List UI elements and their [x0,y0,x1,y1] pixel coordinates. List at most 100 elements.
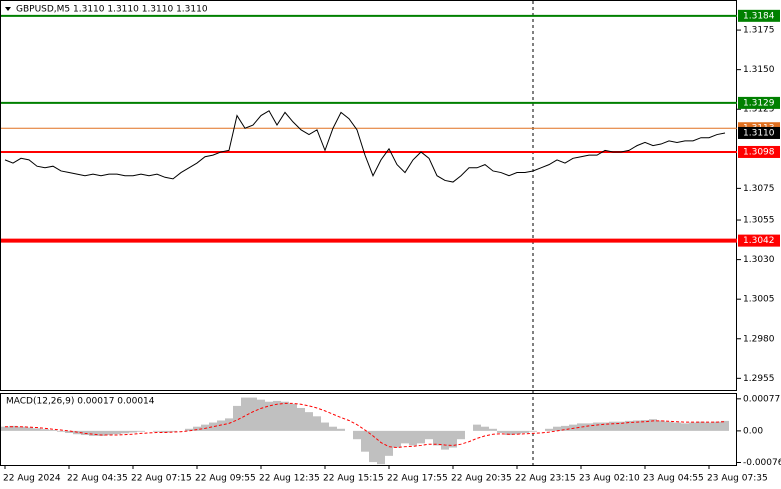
x-tick-label: 22 Aug 17:55 [387,474,448,484]
histogram-bar [721,420,729,431]
x-tick-label: 22 Aug 15:15 [323,474,384,484]
level-label: 1.3098 [743,147,775,157]
histogram-bar [577,423,585,431]
x-tick-label: 23 Aug 04:55 [643,474,704,484]
histogram-bar [113,430,121,435]
histogram-bar [9,425,17,431]
histogram-bar [545,428,553,431]
x-tick-label: 22 Aug 09:55 [195,474,256,484]
macd-title: MACD(12,26,9) 0.00017 0.00014 [6,397,155,407]
histogram-bar [105,430,113,436]
histogram-bar [33,428,41,431]
histogram-bar [249,397,257,431]
histogram-bar [505,430,513,436]
chart-title: GBPUSD,M5 1.3110 1.3110 1.3110 1.3110 [16,5,208,15]
y-tick-label: 1.2980 [743,334,775,344]
x-tick-label: 22 Aug 07:15 [131,474,192,484]
histogram-bar [281,401,289,431]
current-price-label: 1.3110 [743,128,775,138]
y-tick-label: 1.3055 [743,216,775,226]
histogram-bar [289,403,297,431]
histogram-bar [513,430,521,435]
histogram-bar [713,421,721,431]
x-tick-label: 23 Aug 07:35 [707,474,768,484]
x-tick-label: 23 Aug 02:10 [579,474,640,484]
histogram-bar [161,430,169,433]
histogram-bar [473,424,481,431]
histogram-bar [681,423,689,431]
histogram-bar [417,430,425,444]
signal-line [5,402,726,449]
histogram-bar [361,430,369,452]
histogram-bar [305,412,313,431]
histogram-bar [617,421,625,431]
histogram-bar [225,418,233,431]
histogram-bar [17,426,25,431]
y-tick-label: 0.00077 [743,394,780,404]
histogram-bar [401,430,409,444]
histogram-bar [569,424,577,431]
y-tick-label: 1.2955 [743,374,775,384]
histogram-bar [425,430,433,440]
histogram-bar [441,430,449,450]
histogram-bar [193,426,201,431]
histogram-bar [409,430,417,446]
y-tick-label: -0.00076 [743,458,781,468]
histogram-bar [41,429,49,431]
histogram-bar [561,425,569,431]
histogram-bar [481,426,489,431]
histogram-bar [657,420,665,431]
histogram-bar [25,427,33,431]
price-line [4,110,726,183]
histogram-bar [377,430,385,465]
histogram-bar [233,405,241,431]
y-tick-label: 1.3005 [743,295,775,305]
y-tick-label: 1.3150 [743,65,775,75]
histogram-bar [241,397,249,431]
histogram-bar [625,420,633,431]
histogram-bar [385,430,393,456]
histogram-bar [697,421,705,431]
histogram-bar [57,430,65,432]
level-label: 1.3129 [743,98,775,108]
symbol-marker [5,7,11,11]
x-tick-label: 22 Aug 2024 [3,474,61,484]
histogram-bar [273,400,281,431]
histogram-bar [601,422,609,431]
histogram-bar [449,430,457,448]
histogram-bar [129,430,137,433]
histogram-bar [153,430,161,432]
histogram-bar [665,421,673,431]
histogram-bar [369,430,377,463]
histogram-bar [97,430,105,436]
level-label: 1.3042 [743,236,775,246]
histogram-bar [593,422,601,431]
y-tick-label: 1.3030 [743,255,775,265]
histogram-bar [185,428,193,431]
y-tick-label: 1.3075 [743,184,775,194]
histogram-bar [329,426,337,431]
histogram-bar [609,421,617,431]
x-tick-label: 22 Aug 20:35 [451,474,512,484]
histogram-bar [257,399,265,431]
histogram-bar [393,430,401,448]
histogram-bar [633,420,641,431]
histogram-bar [49,430,57,431]
x-tick-label: 22 Aug 23:15 [515,474,576,484]
x-tick-label: 22 Aug 04:35 [67,474,128,484]
level-label-bg [738,145,780,158]
histogram-bar [65,430,73,433]
histogram-bar [297,407,305,431]
histogram-bar [337,428,345,431]
histogram-bar [433,430,441,446]
histogram-bar [137,430,145,432]
histogram-bar [265,401,273,431]
y-tick-label: 1.3125 [743,105,775,115]
level-label-bg [738,96,780,109]
histogram-bar [1,426,9,431]
x-tick-label: 22 Aug 12:35 [259,474,320,484]
histogram-bar [121,430,129,434]
level-label: 1.3184 [743,11,775,21]
histogram-bar [321,422,329,431]
